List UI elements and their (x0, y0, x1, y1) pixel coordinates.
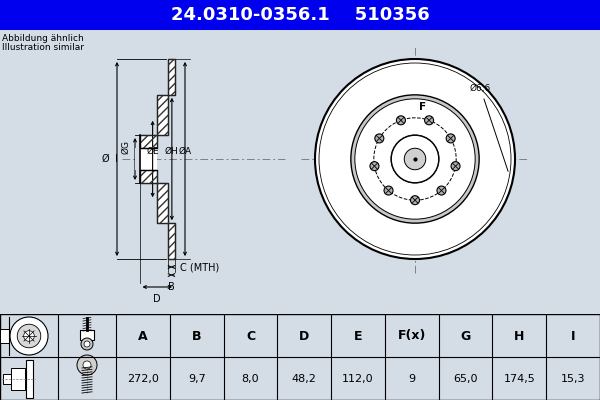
Text: 112,0: 112,0 (342, 374, 374, 384)
Circle shape (391, 135, 439, 183)
Text: B: B (168, 282, 175, 292)
Circle shape (355, 99, 475, 219)
Text: ØA: ØA (178, 147, 191, 156)
Text: I: I (571, 330, 575, 342)
Text: ØG: ØG (121, 140, 131, 154)
Circle shape (375, 134, 384, 143)
Text: 174,5: 174,5 (503, 374, 535, 384)
Text: I: I (115, 154, 118, 164)
Text: ATE: ATE (358, 163, 443, 205)
Circle shape (451, 162, 460, 171)
Polygon shape (168, 59, 175, 95)
Bar (0, 329, 9, 343)
Bar (3, 374, 11, 384)
Bar (80, 330, 94, 340)
Text: Illustration similar: Illustration similar (2, 43, 84, 52)
Circle shape (397, 116, 406, 125)
Polygon shape (157, 95, 168, 135)
Text: 48,2: 48,2 (292, 374, 317, 384)
Polygon shape (140, 135, 157, 148)
Text: C: C (246, 330, 255, 342)
Text: E: E (354, 330, 362, 342)
Text: H: H (514, 330, 524, 342)
Polygon shape (140, 170, 157, 183)
Bar (25, 360, 32, 398)
Text: F(x): F(x) (398, 330, 426, 342)
Circle shape (384, 186, 393, 195)
Text: D: D (154, 294, 161, 304)
Circle shape (77, 355, 97, 375)
Circle shape (446, 134, 455, 143)
Circle shape (410, 196, 419, 205)
Text: F: F (419, 102, 426, 112)
Bar (11, 368, 25, 390)
Circle shape (404, 148, 426, 170)
Circle shape (17, 324, 41, 348)
Text: 8,0: 8,0 (242, 374, 259, 384)
Text: 65,0: 65,0 (454, 374, 478, 384)
Polygon shape (168, 223, 175, 259)
Text: 9: 9 (408, 374, 415, 384)
Text: ØH: ØH (165, 147, 179, 156)
Text: Abbildung ähnlich: Abbildung ähnlich (2, 34, 84, 43)
Text: G: G (460, 330, 470, 342)
Circle shape (391, 135, 439, 183)
Circle shape (319, 63, 511, 255)
Text: C (MTH): C (MTH) (180, 262, 219, 272)
Text: 272,0: 272,0 (127, 374, 159, 384)
Text: 15,3: 15,3 (561, 374, 586, 384)
Circle shape (315, 59, 515, 259)
Text: B: B (192, 330, 202, 342)
Circle shape (10, 317, 48, 355)
Bar (134, 148, 140, 170)
Circle shape (351, 95, 479, 223)
Circle shape (23, 331, 34, 341)
Text: Ø6,6: Ø6,6 (470, 84, 508, 171)
Circle shape (437, 186, 446, 195)
Text: ØE: ØE (146, 147, 159, 156)
Circle shape (425, 116, 434, 125)
Circle shape (83, 361, 91, 369)
Text: A: A (138, 330, 148, 342)
Text: D: D (299, 330, 310, 342)
Circle shape (84, 341, 90, 347)
Text: 9,7: 9,7 (188, 374, 206, 384)
Polygon shape (157, 183, 168, 223)
Text: 24.0310-0356.1    510356: 24.0310-0356.1 510356 (170, 6, 430, 24)
Text: Ø: Ø (101, 154, 109, 164)
Bar (140, 148, 157, 170)
Circle shape (370, 162, 379, 171)
Bar (0, 0, 600, 30)
Circle shape (81, 338, 93, 350)
